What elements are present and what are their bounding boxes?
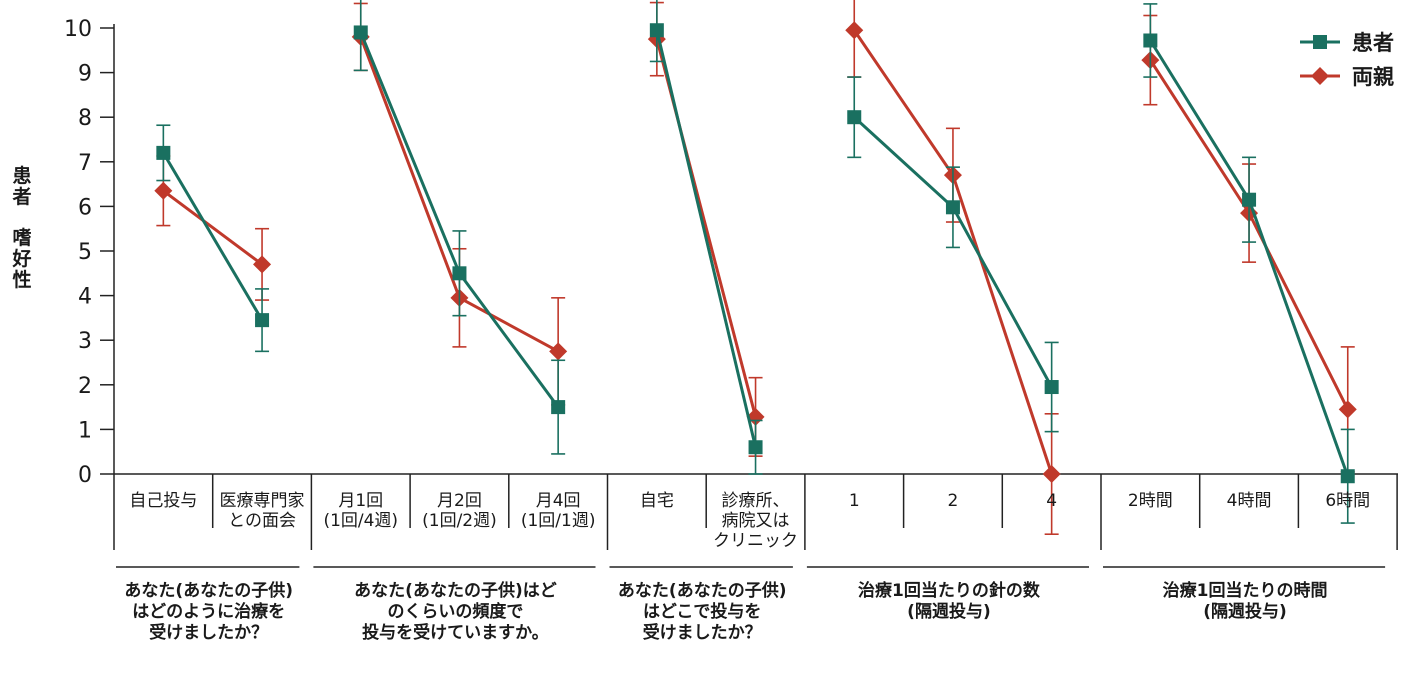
group-question: あなた(あなたの子供) xyxy=(124,580,293,601)
y-axis-label: 性 xyxy=(12,268,31,291)
y-axis-label: 嗜 xyxy=(12,227,31,249)
group-question: 受けましたか？ xyxy=(149,622,268,643)
category-label: 月1回 xyxy=(338,491,383,511)
data-point xyxy=(1143,33,1158,48)
data-point xyxy=(549,342,568,361)
category-label: 自己投与 xyxy=(129,491,197,511)
y-tick-label: 8 xyxy=(78,106,92,131)
category-label: 1 xyxy=(849,491,860,511)
category-label: (1回/2週) xyxy=(422,511,497,531)
series-line xyxy=(853,29,1054,475)
y-axis-label: 患 xyxy=(12,164,31,187)
data-point xyxy=(253,255,272,274)
y-tick-label: 7 xyxy=(78,151,92,176)
group-question: はどこで投与を xyxy=(643,601,762,622)
data-point xyxy=(353,25,368,40)
y-tick-label: 1 xyxy=(78,418,92,443)
data-point xyxy=(156,145,171,160)
data-point xyxy=(1044,380,1059,395)
data-point xyxy=(1242,192,1257,207)
legend-marker xyxy=(1313,35,1327,49)
series-line xyxy=(162,152,264,321)
category-labels: 自己投与 医療専門家との面会あなた(あなたの子供)はどのように治療を受けましたか？… xyxy=(124,491,1370,643)
y-tick-label: 9 xyxy=(78,62,92,87)
y-tick-label: 5 xyxy=(78,240,92,265)
group-question: のくらいの頻度で xyxy=(387,601,523,622)
data-point xyxy=(845,21,864,40)
category-label: 自宅 xyxy=(640,491,674,511)
y-tick-label: 2 xyxy=(78,374,92,399)
category-label: 2 xyxy=(948,491,959,511)
y-tick-label: 3 xyxy=(78,329,92,354)
group-question: 受けましたか？ xyxy=(643,622,762,643)
group-question: あなた(あなたの子供) xyxy=(618,580,787,601)
data-point xyxy=(746,407,765,426)
group-question: (隔週投与) xyxy=(907,601,991,622)
category-label: との面会 xyxy=(228,511,296,531)
data-point xyxy=(748,440,763,455)
category-label: 6時間 xyxy=(1325,491,1370,511)
series-line xyxy=(359,31,560,408)
category-label: (1回/4週) xyxy=(323,511,398,531)
category-label: 医療専門家 xyxy=(220,491,305,511)
category-label: 病院又は xyxy=(722,511,790,531)
series-line xyxy=(162,189,263,266)
data-point xyxy=(551,400,566,415)
group-question: はどのように治療を xyxy=(132,601,285,622)
category-label: クリニック xyxy=(713,531,798,551)
series-layer xyxy=(154,0,1357,536)
category-label: 月2回 xyxy=(437,491,482,511)
group-question: (隔週投与) xyxy=(1203,601,1287,622)
data-point xyxy=(945,200,960,215)
series-line xyxy=(655,29,758,448)
y-tick-label: 10 xyxy=(64,17,92,42)
group-question: 治療1回当たりの針の数 xyxy=(858,580,1041,601)
y-tick-label: 0 xyxy=(78,463,92,488)
legend-label: 両親 xyxy=(1352,65,1394,89)
group-question: 治療1回当たりの時間 xyxy=(1163,580,1328,601)
category-label: (1回/1週) xyxy=(521,511,596,531)
category-label: 2時間 xyxy=(1128,491,1173,511)
legend-label: 患者 xyxy=(1352,31,1394,55)
category-label: 月4回 xyxy=(536,491,581,511)
data-point xyxy=(649,23,664,38)
group-question: あなた(あなたの子供)はど xyxy=(354,580,557,601)
data-point xyxy=(452,266,467,281)
group-question: 投与を受けていますか。 xyxy=(362,622,549,643)
y-tick-label: 4 xyxy=(78,285,92,310)
data-point xyxy=(154,181,173,200)
y-axis-label: 好 xyxy=(11,247,31,270)
data-point xyxy=(847,110,862,125)
y-tick-label: 6 xyxy=(78,195,92,220)
category-label: 4 xyxy=(1046,491,1057,511)
data-point xyxy=(1338,400,1357,419)
data-point xyxy=(1340,469,1355,484)
category-label: 診療所、 xyxy=(722,491,790,511)
data-point xyxy=(1042,465,1061,483)
y-axis-label: 者 xyxy=(12,186,31,208)
category-label: 4時間 xyxy=(1227,491,1272,511)
data-point xyxy=(255,313,270,328)
legend-marker xyxy=(1311,67,1329,85)
